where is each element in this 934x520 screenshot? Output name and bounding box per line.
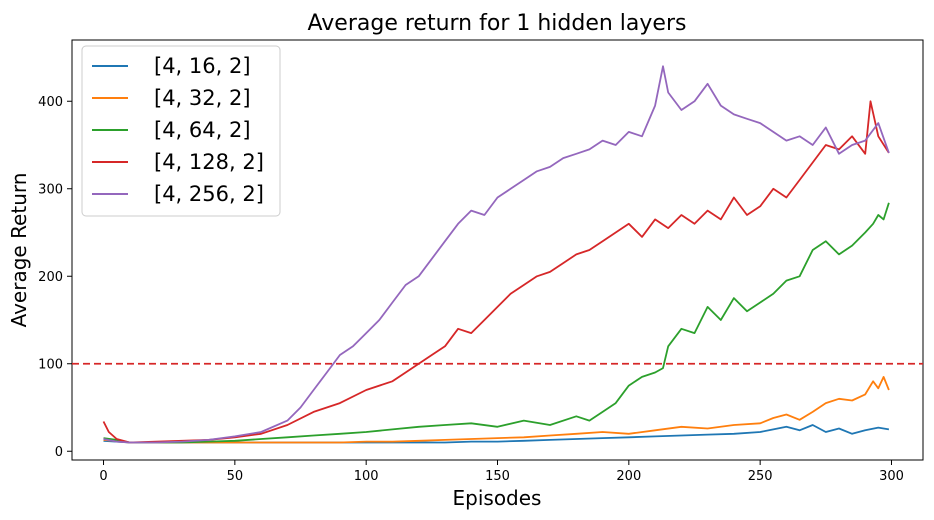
legend-label-0: [4, 16, 2] — [154, 54, 251, 78]
series-line-4 — [103, 65, 890, 444]
series-line-1 — [103, 375, 890, 444]
series-line-0 — [103, 424, 890, 444]
x-tick-label: 50 — [227, 469, 244, 484]
y-tick-label: 400 — [38, 95, 63, 110]
y-tick-label: 100 — [38, 357, 63, 372]
legend-label-4: [4, 256, 2] — [154, 182, 264, 206]
x-tick-label: 0 — [99, 469, 107, 484]
y-tick-label: 200 — [38, 270, 63, 285]
y-axis-title: Average Return — [7, 173, 31, 328]
y-tick-label: 0 — [55, 445, 63, 460]
x-tick-label: 100 — [354, 469, 379, 484]
x-tick-label: 250 — [748, 469, 773, 484]
x-tick-label: 300 — [879, 469, 904, 484]
legend-label-1: [4, 32, 2] — [154, 86, 251, 110]
chart-title: Average return for 1 hidden layers — [308, 11, 687, 36]
y-tick-label: 300 — [38, 182, 63, 197]
series-line-2 — [103, 202, 890, 444]
legend-label-2: [4, 64, 2] — [154, 118, 251, 142]
x-axis-title: Episodes — [453, 486, 542, 510]
legend: [4, 16, 2] [4, 32, 2] [4, 64, 2] [4, 128, 2… — [81, 45, 281, 217]
series-line-3 — [102, 100, 890, 444]
legend-label-3: [4, 128, 2] — [154, 150, 264, 174]
x-tick-label: 200 — [616, 469, 641, 484]
legend-box — [81, 45, 281, 217]
x-tick-label: 150 — [485, 469, 510, 484]
